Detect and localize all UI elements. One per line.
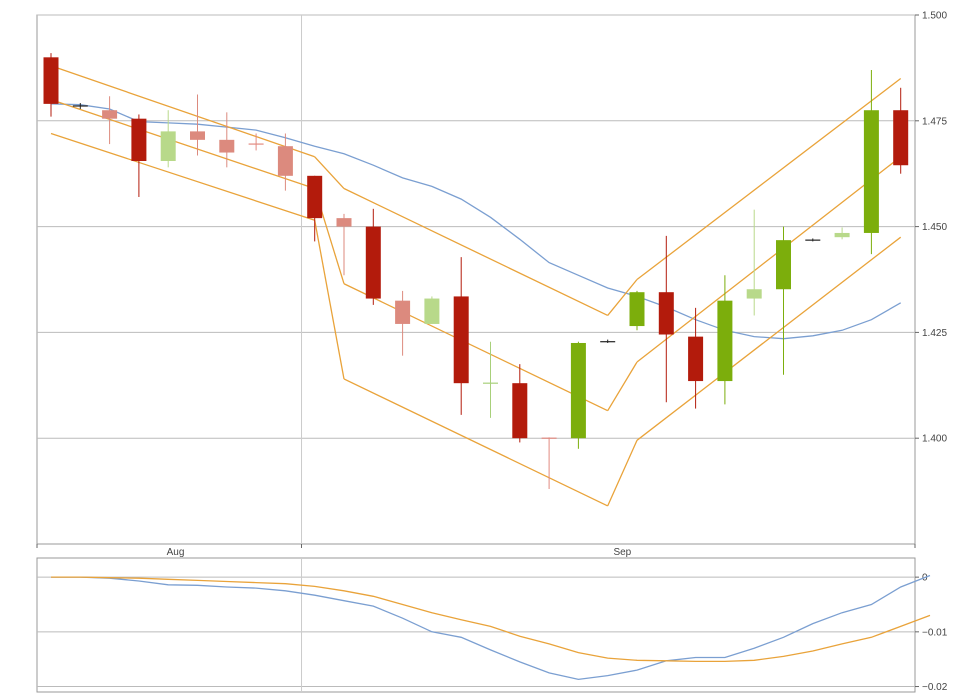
candle-body [336, 218, 352, 227]
y-tick-label: 1.500 [922, 11, 947, 22]
candle-body [219, 139, 235, 153]
candle-body [307, 175, 323, 219]
candle-body [717, 300, 733, 382]
oscillator-frame [36, 557, 916, 693]
candle-body [395, 300, 411, 324]
candle-body [43, 57, 59, 104]
candle [424, 296, 440, 324]
channel-line [607, 361, 638, 412]
x-tick-label: Aug [167, 547, 185, 558]
candle [72, 103, 88, 109]
candle [629, 290, 645, 331]
channel-line [50, 99, 315, 190]
candle [688, 307, 704, 409]
candle [395, 290, 411, 356]
channel-line [343, 283, 608, 412]
candle-body [834, 232, 850, 238]
candle [160, 110, 176, 168]
candle-body [658, 292, 674, 335]
y-tick-label: −0.01 [922, 627, 948, 638]
channel-line [314, 156, 345, 189]
candle-body [863, 110, 879, 233]
candle [102, 96, 118, 145]
channel-line [314, 220, 345, 380]
candle-body [512, 383, 528, 439]
candle-body [277, 146, 293, 176]
candle [277, 133, 293, 191]
moving-average-line [50, 103, 902, 340]
candle [483, 341, 498, 418]
candle [512, 364, 528, 443]
oscillator-series-1 [51, 576, 931, 663]
candle [219, 112, 235, 168]
candle-body [746, 289, 762, 299]
channel-line [50, 65, 315, 158]
y-tick-label: 1.400 [922, 434, 947, 445]
channel-line [343, 187, 608, 317]
candle [190, 94, 205, 156]
candle [541, 437, 557, 489]
channel-line [636, 156, 902, 363]
candle-body [424, 298, 440, 324]
candle-body [776, 240, 791, 290]
y-tick-label: 1.450 [922, 222, 947, 233]
candle-body [629, 292, 645, 327]
channel-line [636, 236, 902, 441]
candle [453, 257, 469, 415]
price-panel: 1.400 1.425 1.450 1.475 1.500 Aug Sep [36, 11, 947, 558]
candle [893, 87, 909, 174]
y-tick-label: −0.02 [922, 682, 948, 693]
channel-line [343, 378, 608, 507]
candle [746, 209, 762, 316]
candle [336, 213, 352, 276]
channel-line [607, 440, 638, 507]
candle-body [570, 342, 586, 439]
candle [834, 227, 850, 240]
y-tick-label: 1.475 [922, 116, 947, 127]
candle-body [102, 110, 118, 119]
y-tick-label: 1.425 [922, 328, 947, 339]
oscillator-panel: 0−0.01−0.02 [36, 557, 948, 693]
x-tick-label: Sep [613, 547, 631, 558]
candle [570, 341, 586, 449]
candle-body [190, 131, 205, 140]
candle [43, 53, 59, 117]
candle [131, 114, 147, 197]
channel-line [636, 77, 902, 281]
candle [776, 226, 791, 375]
candle-body [893, 110, 909, 166]
candle [658, 235, 674, 403]
candle [248, 133, 264, 151]
candle-body [453, 296, 469, 384]
candle [717, 275, 733, 405]
candle-body [131, 118, 147, 162]
candle [365, 208, 381, 305]
candle [307, 175, 323, 242]
channel-line [607, 279, 638, 316]
channel-line [50, 132, 315, 221]
candle [863, 70, 879, 255]
candle-body [688, 336, 704, 382]
candle-body [160, 131, 176, 162]
candle [805, 238, 821, 242]
candle-body [365, 226, 381, 299]
candle [600, 339, 616, 343]
oscillator-series-0 [51, 574, 931, 681]
